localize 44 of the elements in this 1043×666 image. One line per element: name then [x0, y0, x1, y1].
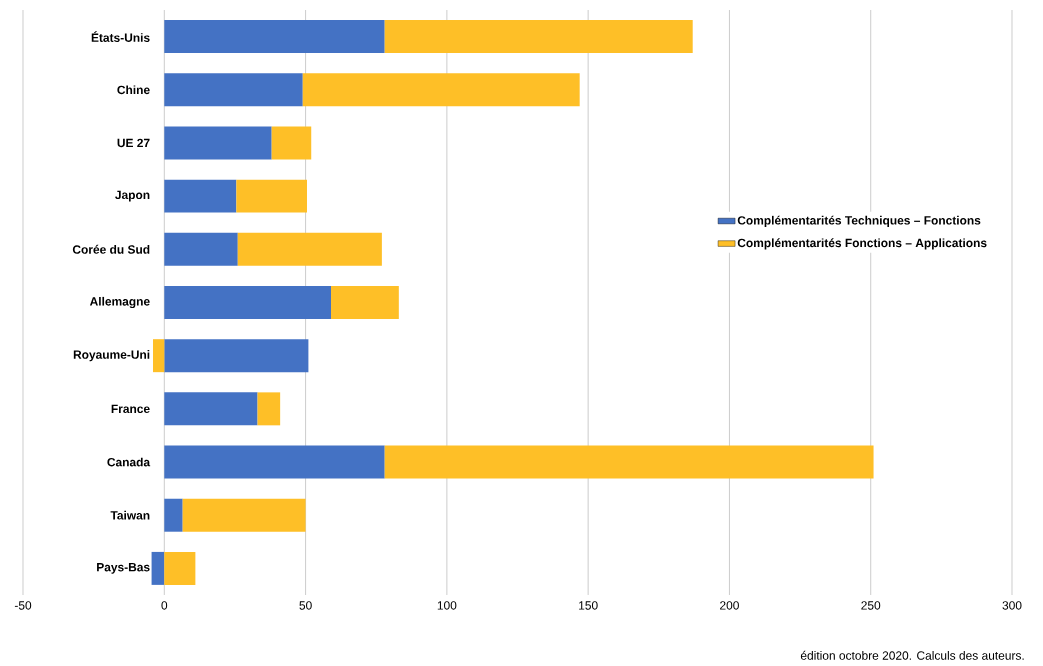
x-tick-label: 200 [720, 601, 739, 610]
bar [164, 498, 183, 532]
bar [182, 498, 306, 532]
y-tick-label: Japon [115, 190, 150, 202]
legend-label: Complémentarités Fonctions – Applications [737, 238, 987, 250]
y-tick-label: Pays-Bas [97, 563, 150, 574]
bar [164, 445, 385, 479]
bar [164, 232, 238, 266]
bar [302, 73, 580, 107]
bar [151, 551, 165, 585]
y-tick-label: Allemagne [89, 296, 150, 309]
x-tick-label: 250 [861, 601, 881, 610]
x-tick-label: 50 [299, 601, 312, 610]
y-tick-label: Corée du Sud [72, 244, 150, 254]
bar [257, 392, 281, 426]
y-tick-label: États-Unis [91, 31, 150, 42]
x-tick-label: -50 [14, 601, 32, 610]
y-tick-label: Taiwan [110, 510, 150, 520]
bar [236, 179, 307, 213]
legend-label: Complémentarités Techniques – Fonctions [737, 215, 981, 227]
x-tick-label: 100 [437, 601, 457, 610]
bar [164, 179, 237, 213]
y-tick-label: Royaume-Uni [73, 350, 150, 362]
y-tick-label: UE 27 [117, 138, 150, 148]
x-tick-label: 150 [579, 601, 598, 610]
bar [237, 232, 382, 266]
x-tick-label: 300 [1002, 601, 1022, 610]
y-tick-label: Canada [107, 457, 151, 467]
bar [384, 20, 693, 54]
x-tick-label: 0 [161, 601, 168, 610]
bar [164, 286, 332, 319]
bar [164, 392, 258, 426]
bar [152, 339, 165, 373]
y-tick-label: Chine [117, 85, 150, 95]
bar [164, 73, 303, 107]
bar [331, 286, 399, 319]
bar [271, 126, 312, 160]
bar [164, 20, 385, 54]
y-tick-label: France [111, 404, 150, 414]
text: édition octobre 2020. Calculs des auteurs. [800, 650, 1024, 660]
bar [164, 551, 196, 585]
bar [164, 339, 309, 373]
bar [384, 445, 874, 479]
bar [164, 126, 272, 160]
